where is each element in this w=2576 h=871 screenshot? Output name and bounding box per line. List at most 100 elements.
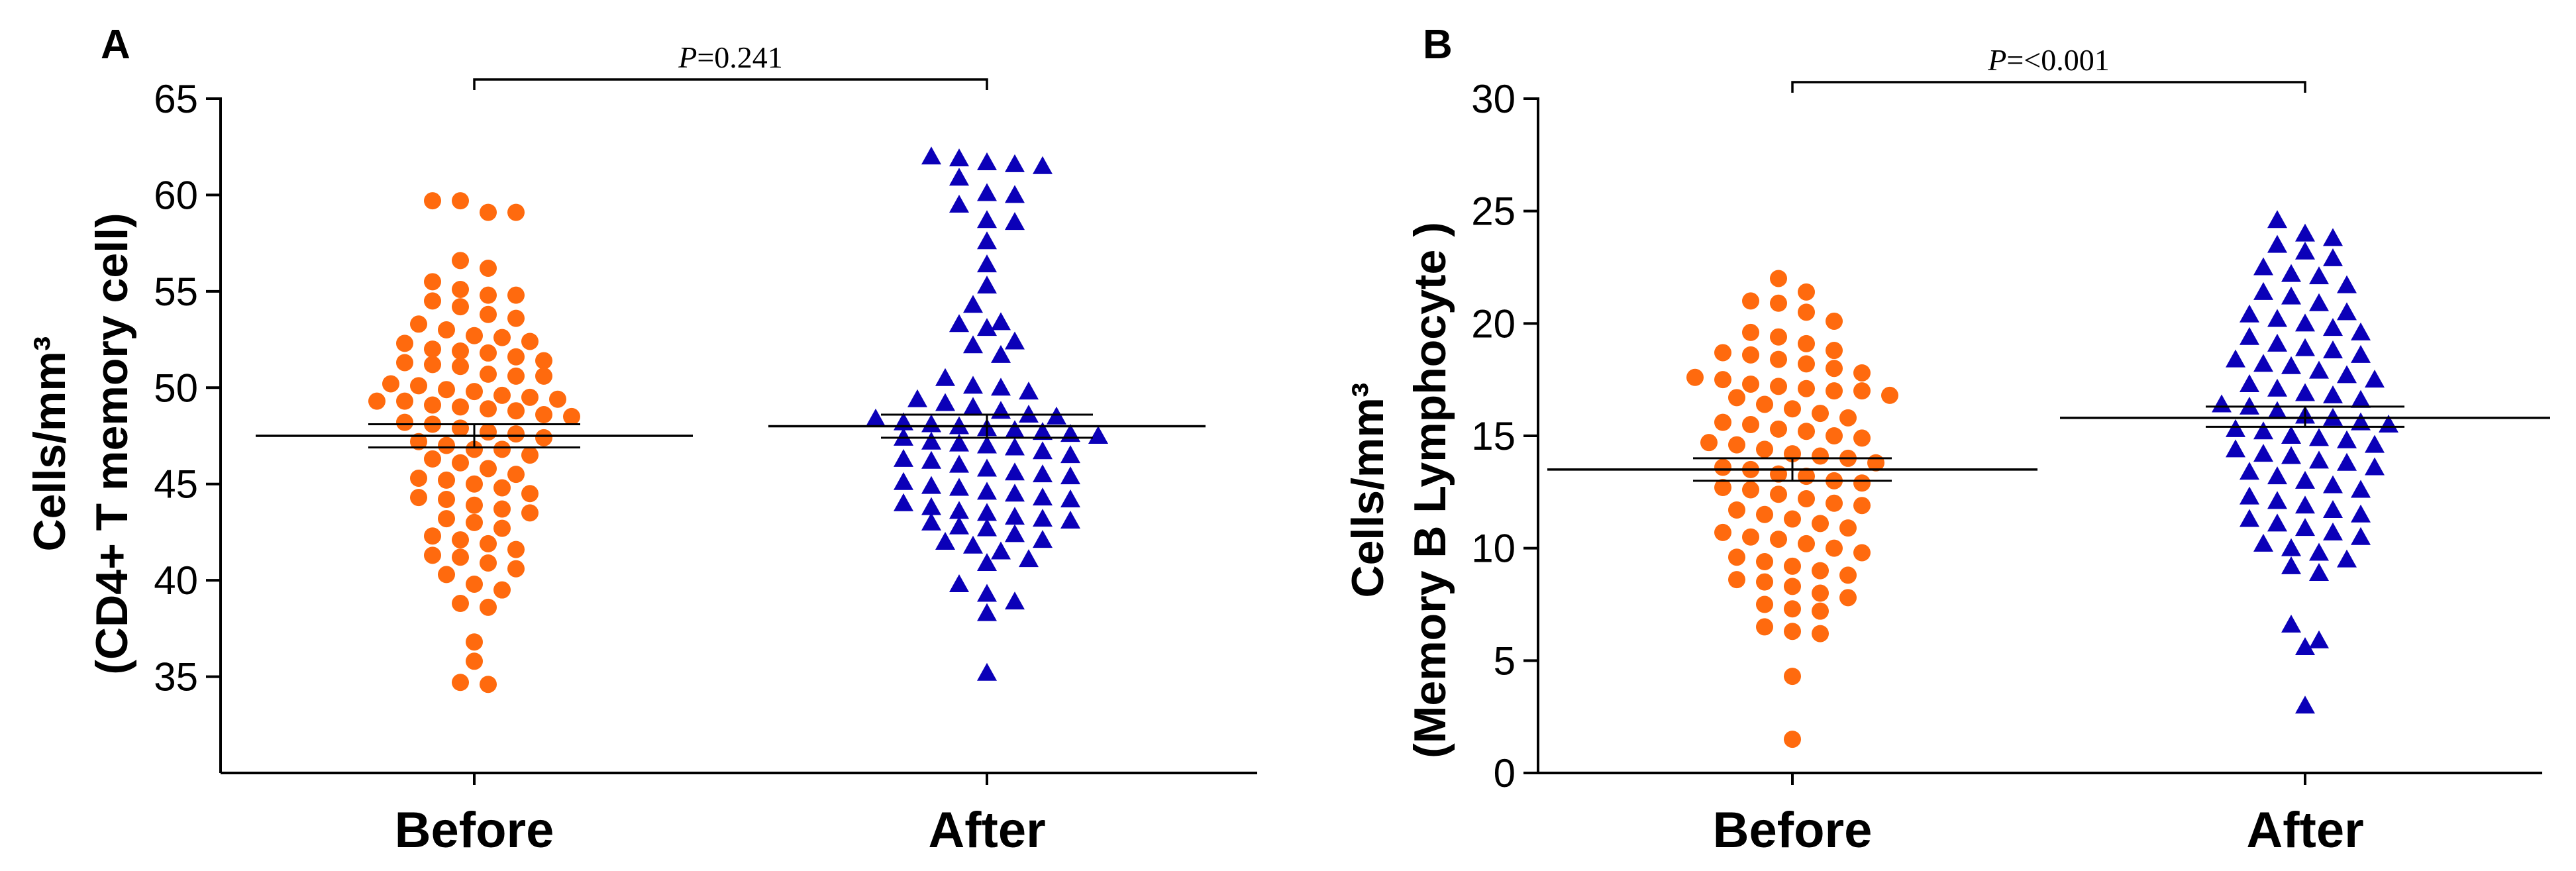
data-point (466, 575, 483, 593)
data-point (2240, 304, 2259, 323)
data-point (466, 652, 483, 670)
data-point (1839, 519, 1857, 537)
data-point (991, 312, 1011, 331)
data-point (1812, 584, 1829, 602)
data-point (2309, 360, 2329, 379)
data-point (949, 168, 969, 186)
data-point (2323, 522, 2343, 540)
data-point (452, 398, 469, 416)
data-point (1033, 156, 1053, 174)
data-point (1812, 562, 1829, 580)
data-point (935, 368, 955, 386)
data-point (368, 392, 386, 410)
data-point (438, 490, 455, 508)
data-point (1826, 382, 1843, 400)
data-point (535, 406, 552, 424)
panel-b-ylabel-line1: Cells/mm³ (1343, 383, 1393, 598)
data-point (2281, 538, 2301, 556)
data-point (1060, 466, 1080, 485)
data-point (521, 485, 539, 503)
panel-a-label: A (101, 22, 130, 68)
data-point (2281, 615, 2301, 633)
data-point (2309, 542, 2329, 561)
data-point (507, 425, 525, 443)
data-point (949, 478, 969, 496)
data-point (1756, 595, 1773, 613)
data-point (507, 309, 525, 327)
data-point (2281, 446, 2301, 464)
data-point (424, 273, 441, 291)
data-point (2379, 415, 2398, 433)
data-point (1756, 505, 1773, 523)
data-point (894, 493, 913, 511)
data-point (2295, 313, 2315, 332)
data-point (493, 500, 511, 518)
data-point (991, 344, 1011, 363)
data-point (1812, 625, 1829, 642)
data-point (977, 458, 997, 477)
data-point (2337, 549, 2357, 568)
data-point (1853, 429, 1871, 447)
data-point (1784, 731, 1801, 748)
data-point (2281, 264, 2301, 282)
data-point (2309, 266, 2329, 285)
data-point (866, 408, 886, 427)
data-point (949, 194, 969, 213)
panel-a-ylabel-line2: (CD4+ T memory cell) (87, 213, 137, 674)
data-point (2309, 428, 2329, 446)
y-tick-label: 25 (1471, 189, 1516, 234)
y-tick-label: 55 (154, 270, 198, 314)
y-tick-label: 30 (1471, 77, 1516, 121)
data-point (921, 497, 941, 515)
data-point (507, 203, 525, 221)
data-point (2253, 354, 2273, 372)
data-point (521, 333, 539, 350)
series-after (2212, 210, 2398, 714)
data-point (921, 450, 941, 469)
data-point (1812, 602, 1829, 620)
data-point (2337, 430, 2357, 448)
data-point (480, 535, 497, 552)
data-point (2351, 412, 2371, 431)
data-point (1742, 481, 1759, 499)
data-point (1033, 464, 1053, 483)
data-point (977, 662, 997, 681)
data-point (2267, 491, 2287, 509)
data-point (1033, 509, 1053, 527)
data-point (480, 365, 497, 383)
data-point (1005, 420, 1025, 438)
data-point (466, 496, 483, 514)
data-point (1714, 413, 1731, 431)
data-point (949, 574, 969, 592)
data-point (1714, 523, 1731, 541)
data-point (493, 581, 511, 599)
data-point (1798, 355, 1815, 373)
data-point (480, 554, 497, 572)
data-point (1798, 334, 1815, 352)
data-point (1005, 437, 1025, 456)
data-point (1019, 382, 1039, 400)
data-point (521, 504, 539, 522)
data-point (1826, 494, 1843, 512)
data-point (2323, 318, 2343, 336)
data-point (466, 633, 483, 651)
data-point (2253, 421, 2273, 440)
data-point (1881, 386, 1898, 404)
y-tick-label: 10 (1471, 527, 1516, 571)
data-point (2240, 327, 2259, 345)
data-point (466, 327, 483, 344)
data-point (480, 598, 497, 616)
data-point (1770, 531, 1787, 548)
data-point (963, 376, 983, 394)
data-point (2267, 210, 2287, 229)
data-point (1812, 405, 1829, 423)
data-point (1742, 346, 1759, 364)
data-point (2253, 257, 2273, 276)
data-point (2295, 338, 2315, 356)
y-tick-label: 5 (1494, 639, 1516, 683)
data-point (1798, 535, 1815, 552)
data-point (1728, 571, 1745, 589)
data-point (466, 440, 483, 458)
data-point (1812, 447, 1829, 465)
